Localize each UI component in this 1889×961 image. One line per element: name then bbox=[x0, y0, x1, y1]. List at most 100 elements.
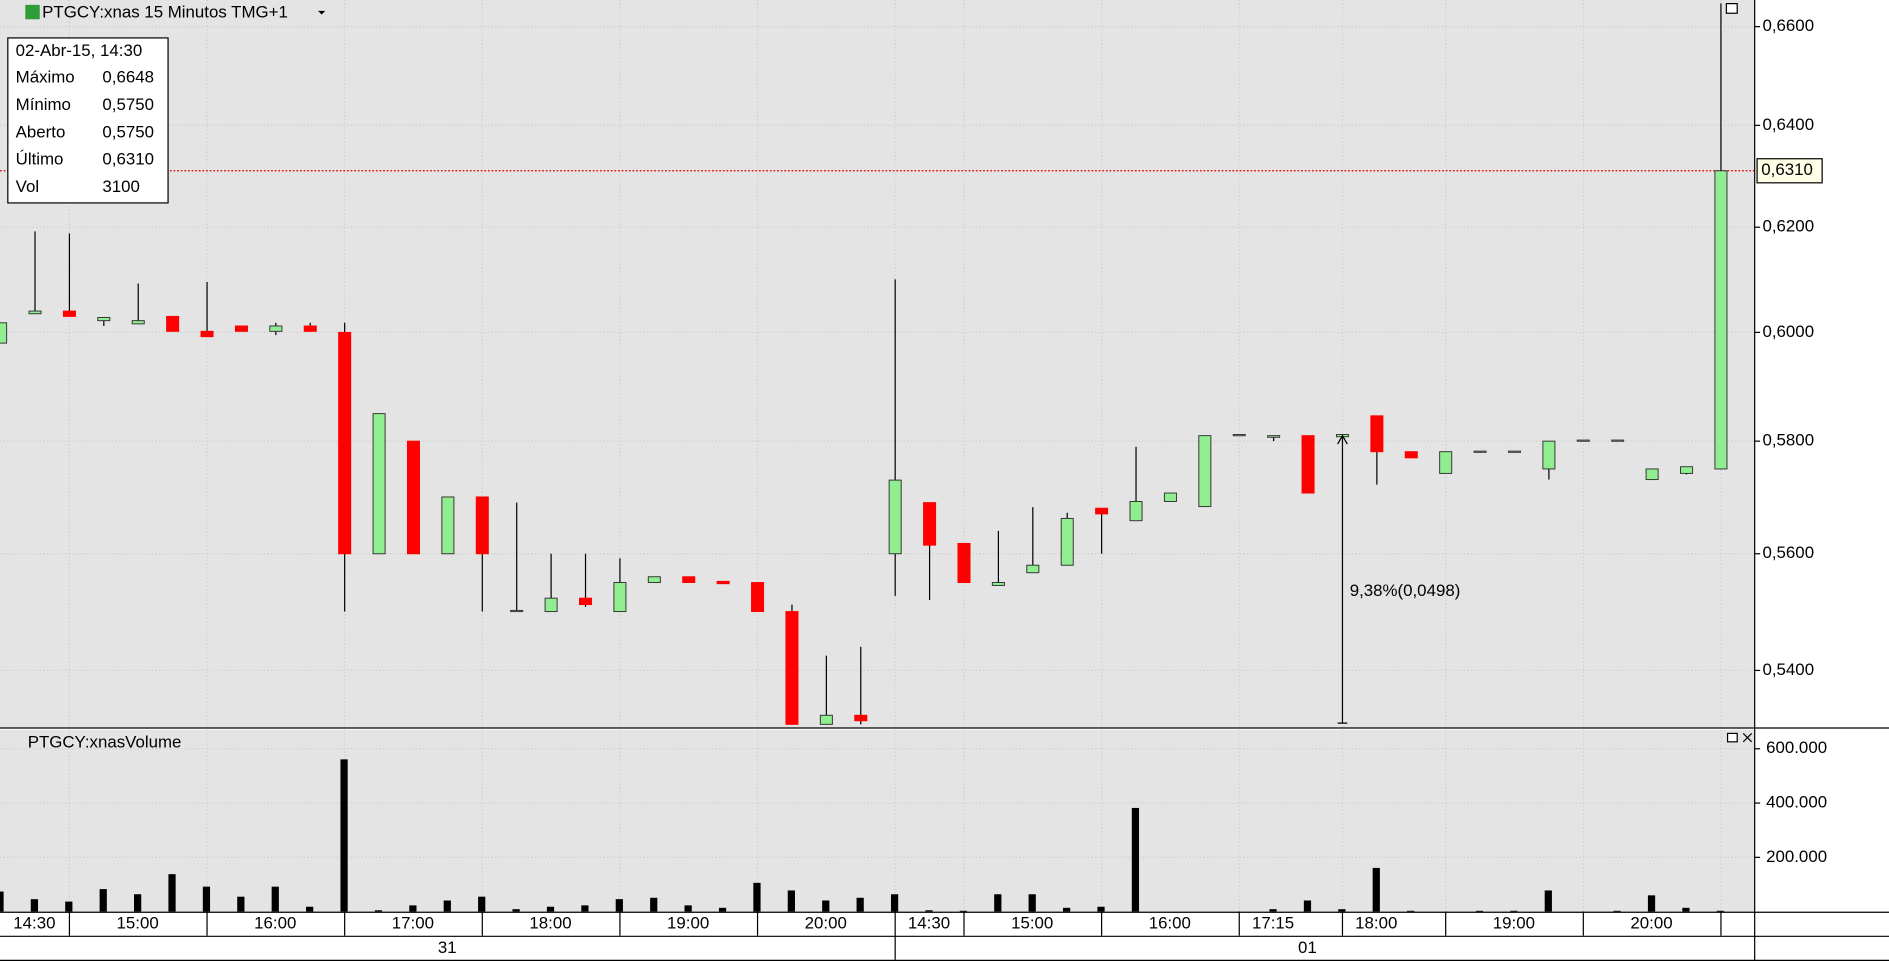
info-label: Vol bbox=[16, 177, 39, 196]
volume-bar bbox=[650, 897, 658, 912]
volume-bar bbox=[168, 874, 176, 912]
volume-bar bbox=[0, 891, 4, 912]
candle-body bbox=[682, 576, 696, 584]
volume-bar bbox=[1510, 910, 1518, 912]
candle-body bbox=[1507, 450, 1522, 453]
candle-body bbox=[1163, 492, 1177, 502]
candle-body bbox=[854, 714, 868, 722]
candle-body bbox=[1714, 170, 1728, 470]
candle-body bbox=[751, 582, 765, 613]
volume-bar bbox=[443, 900, 451, 912]
candle-body bbox=[1542, 440, 1556, 470]
volume-bar bbox=[1338, 909, 1346, 912]
candle-body bbox=[1680, 466, 1694, 474]
info-label: Máximo bbox=[16, 68, 75, 87]
candle-body bbox=[1576, 439, 1590, 442]
x-tick-label: 20:00 bbox=[805, 914, 847, 933]
volume-bar bbox=[1613, 910, 1621, 912]
volume-bar bbox=[65, 901, 73, 912]
candle-body bbox=[1439, 451, 1453, 474]
y-tick-label: 0,5400 bbox=[1763, 660, 1815, 679]
candle-body bbox=[1473, 450, 1487, 453]
volume-bar bbox=[271, 886, 279, 912]
volume-bar bbox=[1716, 910, 1724, 912]
volume-bar bbox=[615, 899, 623, 912]
x-tick-label: 14:30 bbox=[13, 914, 55, 933]
candle-body bbox=[510, 609, 524, 613]
info-value: 3100 bbox=[102, 177, 140, 196]
y-tick-label: 0,6400 bbox=[1763, 115, 1815, 134]
candle-body bbox=[1611, 439, 1625, 442]
candle-body bbox=[269, 325, 283, 332]
volume-bar bbox=[822, 900, 830, 912]
volume-bar bbox=[753, 882, 761, 912]
candle-body bbox=[544, 597, 558, 613]
x-tick-label: 18:00 bbox=[529, 914, 571, 933]
candle-body bbox=[923, 502, 937, 546]
title-dropdown[interactable] bbox=[318, 10, 326, 15]
info-value: 0,5750 bbox=[102, 122, 154, 141]
candle-body bbox=[1301, 435, 1315, 494]
candle-body bbox=[1060, 517, 1074, 566]
candle-body bbox=[1026, 564, 1040, 574]
volume-bar bbox=[718, 907, 727, 912]
candle-body bbox=[406, 440, 420, 555]
candle-body bbox=[338, 331, 352, 555]
candle-body bbox=[475, 496, 489, 555]
x-tick-label: 16:00 bbox=[254, 914, 296, 933]
price-plot: 9,38%(0,0498) bbox=[0, 0, 1755, 728]
close-button[interactable] bbox=[1742, 732, 1753, 743]
info-label: Mínimo bbox=[16, 95, 71, 114]
volume-bar bbox=[1303, 900, 1312, 912]
volume-bar bbox=[890, 894, 899, 912]
info-value: 0,6310 bbox=[102, 150, 154, 169]
candle-body bbox=[888, 479, 902, 555]
candle-body bbox=[819, 714, 833, 725]
candle-body bbox=[1095, 507, 1109, 515]
volume-bar bbox=[1647, 895, 1656, 912]
candle-body bbox=[613, 582, 627, 613]
volume-bar bbox=[1544, 890, 1552, 912]
y-tick-label: 0,6600 bbox=[1763, 16, 1815, 35]
volume-bar bbox=[306, 906, 314, 912]
symbol-icon[interactable] bbox=[25, 4, 40, 20]
volume-bar bbox=[787, 890, 795, 912]
volume-bar bbox=[512, 909, 520, 912]
volume-bar bbox=[30, 899, 39, 912]
volume-bar bbox=[134, 894, 142, 912]
candle-body bbox=[991, 582, 1005, 586]
measure-arrowhead bbox=[1337, 434, 1348, 445]
volume-bar bbox=[581, 905, 589, 912]
volume-bar bbox=[994, 894, 1002, 912]
maximize-button[interactable] bbox=[1725, 3, 1738, 14]
volume-plot bbox=[0, 729, 1755, 912]
volume-bar bbox=[340, 759, 348, 912]
info-box: 02-Abr-15, 14:30 Máximo 0,6648 Mínimo 0,575… bbox=[7, 37, 169, 204]
chart-title: PTGCY:xnas 15 Minutos TMG+1 bbox=[42, 3, 288, 22]
candle-body bbox=[957, 542, 971, 584]
info-label: Último bbox=[16, 150, 64, 169]
x-tick-label: 14:30 bbox=[908, 914, 950, 933]
volume-bar bbox=[1682, 907, 1690, 912]
candle-body bbox=[234, 325, 248, 332]
volume-title: PTGCY:xnasVolume bbox=[28, 732, 182, 751]
measure-label: 9,38%(0,0498) bbox=[1350, 581, 1461, 600]
candle-body bbox=[647, 576, 661, 584]
candle-body bbox=[372, 413, 386, 555]
volume-bar bbox=[1097, 906, 1105, 912]
volume-bar bbox=[1407, 910, 1415, 912]
volume-bar bbox=[99, 889, 107, 912]
volume-bar bbox=[1475, 910, 1484, 912]
candle-body bbox=[441, 496, 455, 555]
candle-body bbox=[0, 322, 8, 344]
volume-bar bbox=[1131, 807, 1140, 912]
candle-body bbox=[303, 325, 317, 332]
volume-bar bbox=[374, 910, 383, 912]
x-tick-label: 15:00 bbox=[1011, 914, 1053, 933]
candle-body bbox=[1404, 451, 1418, 459]
info-label: Aberto bbox=[16, 122, 66, 141]
last-price-label: 0,6310 bbox=[1761, 160, 1813, 179]
volume-bar bbox=[856, 897, 864, 912]
maximize-button[interactable] bbox=[1726, 732, 1738, 743]
